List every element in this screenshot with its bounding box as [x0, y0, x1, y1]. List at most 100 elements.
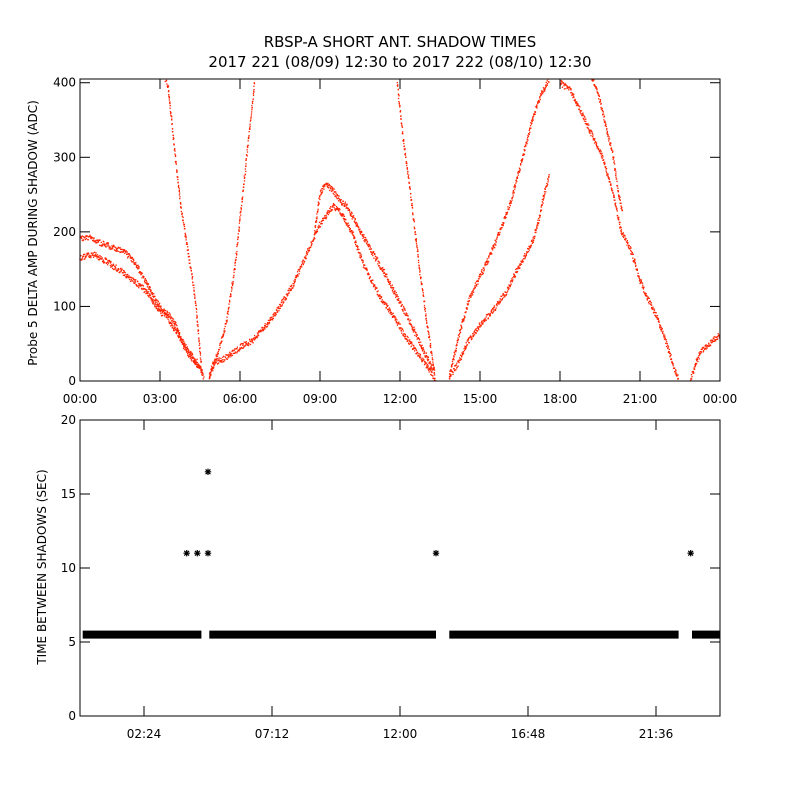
top-series-point [467, 337, 470, 339]
top-series-point [281, 304, 284, 306]
top-series-point [516, 271, 519, 273]
top-series-point [716, 338, 718, 340]
top-series-point [355, 221, 358, 224]
top-series-point [464, 345, 466, 347]
top-series-point [209, 377, 211, 379]
top-series-point [524, 149, 526, 151]
top-series-point [124, 271, 126, 274]
top-series-point [548, 175, 550, 177]
top-series-point [251, 341, 253, 343]
top-series-point [387, 278, 389, 280]
top-series-point [264, 328, 266, 330]
top-series-point [540, 90, 543, 92]
top-series-point [251, 109, 253, 111]
top-series-point [319, 194, 321, 197]
top-series-point [194, 300, 197, 303]
top-series-point [417, 259, 420, 262]
top-series-point [393, 292, 395, 295]
top-series-point [223, 355, 225, 357]
top-series-point [506, 211, 509, 213]
top-series-point [372, 254, 374, 257]
top-series-point [307, 251, 309, 254]
top-series-point [198, 366, 201, 369]
top-series-point [503, 222, 505, 224]
top-series-point [135, 284, 138, 286]
top-series-point [190, 356, 192, 359]
top-series-point [174, 148, 176, 150]
top-series-point [668, 352, 671, 355]
top-series-point [234, 352, 236, 354]
top-series-point [199, 350, 201, 353]
top-series-point [144, 282, 147, 284]
top-series-point [328, 184, 331, 186]
top-series-point [127, 253, 129, 255]
top-series-point [531, 242, 534, 244]
top-series-point [365, 267, 368, 270]
top-series-point [234, 348, 237, 350]
top-series-point [534, 235, 536, 237]
top-series-point [621, 234, 623, 236]
top-series-point [596, 147, 599, 149]
top-series-point [536, 104, 538, 106]
top-series-point [304, 256, 306, 258]
top-series-point [333, 193, 335, 196]
top-series-point [540, 93, 542, 95]
top-series-point [459, 354, 462, 356]
top-series-point [423, 352, 425, 355]
top-series-point [544, 88, 546, 90]
top-series-point [363, 264, 366, 266]
top-series-point [528, 129, 530, 131]
top-series-point [201, 374, 203, 376]
top-series-point [397, 85, 399, 87]
top-series-point [176, 176, 179, 178]
top-series-point [216, 358, 218, 360]
top-series-point [546, 182, 548, 185]
top-series-point [485, 263, 487, 265]
top-series-point [406, 313, 408, 315]
top-series-point [121, 251, 123, 253]
top-series-point [321, 187, 324, 190]
top-series-point [335, 191, 337, 193]
top-series-point [614, 202, 617, 204]
top-series-point [294, 276, 297, 278]
top-series-point [202, 374, 204, 376]
top-series-point [477, 326, 479, 328]
top-series-point [568, 86, 571, 88]
top-series-point [632, 261, 635, 263]
top-series-point [392, 291, 394, 293]
top-series-point [578, 105, 580, 107]
top-series-point [397, 94, 400, 96]
top-series-point [390, 313, 392, 316]
top-series-point [346, 225, 349, 227]
top-series-point [249, 343, 252, 346]
top-series-point [397, 84, 399, 86]
top-series-point [692, 371, 695, 373]
top-series-point [146, 286, 149, 288]
top-series-point [120, 267, 122, 270]
top-series-point [199, 365, 201, 368]
top-series-point [430, 365, 432, 368]
top-series-point [107, 242, 109, 244]
top-series-point [432, 375, 434, 377]
top-series-point [391, 284, 394, 286]
top-series-point [591, 79, 593, 81]
top-series-point [263, 328, 265, 331]
top-series-point [376, 256, 378, 258]
top-series-point [575, 102, 578, 104]
top-series-point [194, 295, 196, 297]
top-series-point [543, 197, 545, 200]
top-series-point [211, 362, 214, 365]
top-series-point [298, 270, 301, 272]
top-series-point [100, 241, 102, 243]
top-series-point [431, 352, 433, 355]
top-series-point [158, 302, 161, 304]
top-series-point [153, 300, 155, 302]
top-series-point [368, 243, 370, 245]
top-series-point [567, 87, 569, 89]
top-series-point [177, 185, 180, 188]
top-series-point [244, 344, 247, 346]
top-series-point [606, 131, 608, 134]
top-series-point [696, 357, 698, 359]
top-series-point [533, 236, 535, 238]
top-series-point [400, 330, 402, 332]
